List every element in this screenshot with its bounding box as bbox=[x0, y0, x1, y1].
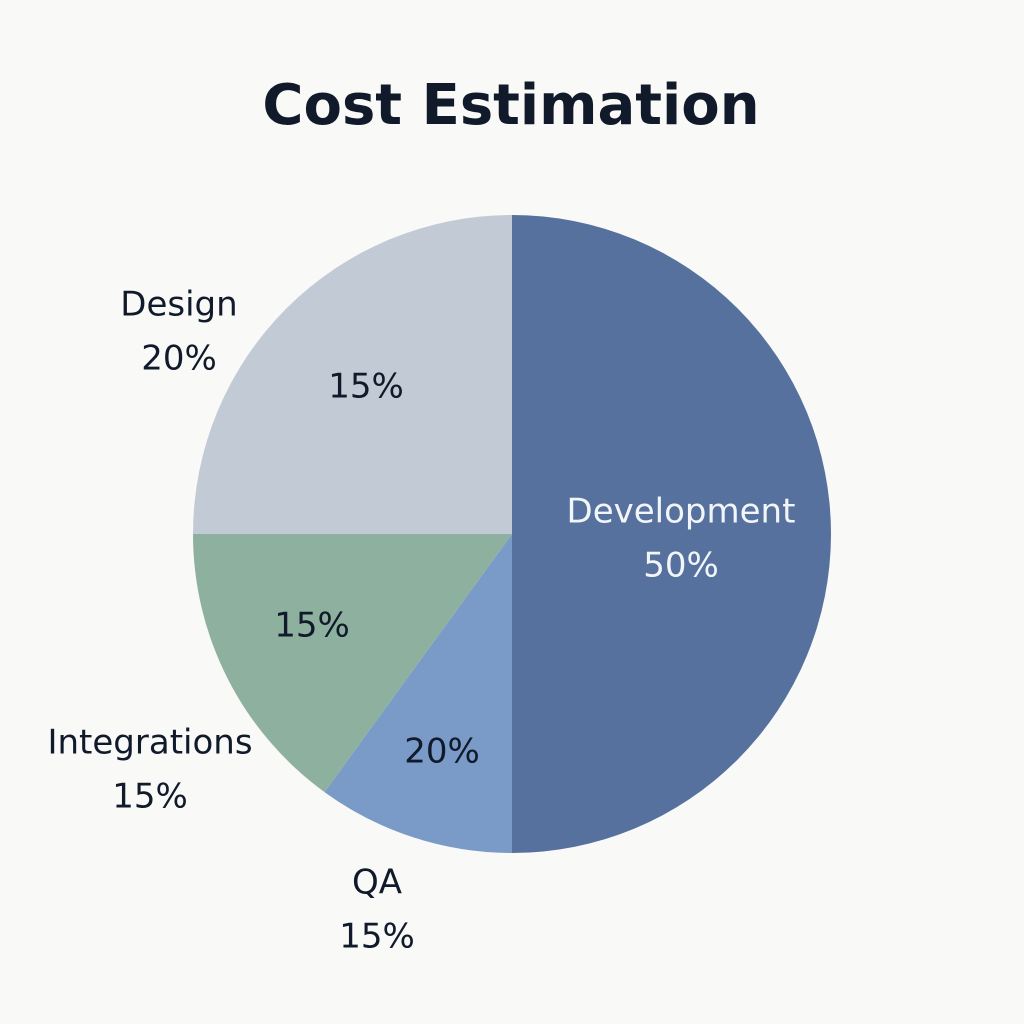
pie-slice-development bbox=[512, 215, 831, 853]
pie-slice-qa bbox=[324, 534, 512, 853]
pie-slices bbox=[193, 215, 831, 853]
pie-slice-design bbox=[193, 215, 512, 534]
pie-labels: Design 20% 15% Development 50% 15% Integration… bbox=[47, 285, 795, 957]
inside-label-qa-5-0: 20% bbox=[404, 732, 480, 772]
outside-label-design-0-1: 20% bbox=[141, 339, 217, 379]
pie-slice-integrations bbox=[193, 534, 512, 793]
outside-label-integrations-4-0: Integrations bbox=[47, 723, 252, 763]
inside-label-development-2-0: Development bbox=[567, 492, 796, 532]
inside-label-design-1-0: 15% bbox=[328, 367, 404, 407]
inside-label-integrations-3-0: 15% bbox=[274, 606, 350, 646]
outside-label-integrations-4-1: 15% bbox=[112, 777, 188, 817]
outside-label-qa-6-1: 15% bbox=[339, 917, 415, 957]
chart-title: Cost Estimation bbox=[262, 73, 759, 138]
outside-label-design-0-0: Design bbox=[120, 285, 237, 325]
outside-label-qa-6-0: QA bbox=[352, 863, 402, 903]
inside-label-development-2-1: 50% bbox=[643, 546, 719, 586]
